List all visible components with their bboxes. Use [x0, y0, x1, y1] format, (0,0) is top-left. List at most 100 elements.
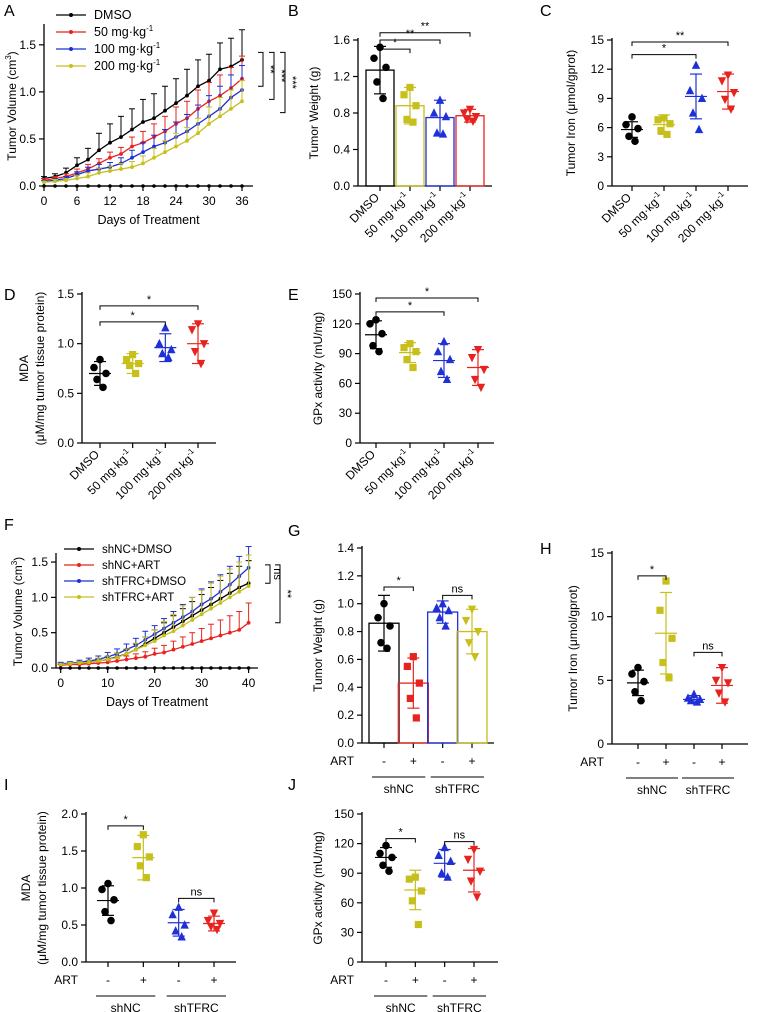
data-point [119, 152, 123, 156]
data-point [625, 132, 633, 141]
treatment-sign: - [636, 755, 640, 769]
data-point [714, 689, 724, 698]
legend-label-text: DMSO [94, 8, 132, 22]
data-point [382, 63, 390, 72]
data-point [468, 117, 478, 127]
data-point [463, 855, 473, 865]
y-tick-label: 90 [341, 866, 355, 880]
data-point [155, 338, 164, 348]
data-point [93, 375, 101, 384]
data-point [185, 93, 189, 98]
treatment-sign: - [382, 754, 386, 768]
significance-bracket [280, 51, 286, 114]
group-label: shNC [111, 1001, 141, 1012]
data-point [438, 598, 447, 608]
data-point [445, 354, 455, 364]
panel-letter-G: G [288, 523, 300, 540]
baseline-point [87, 666, 91, 670]
group-label: shTFRC [435, 782, 480, 796]
baseline-point [53, 184, 57, 188]
data-point [694, 124, 704, 134]
data-point [174, 101, 178, 106]
x-tick-label-superscript: -1 [464, 446, 476, 458]
data-point [435, 612, 444, 622]
data-point [218, 67, 222, 72]
data-point [171, 647, 176, 652]
panel-letter-D: D [4, 287, 16, 304]
data-point [207, 121, 211, 126]
data-point [415, 679, 423, 687]
data-point [622, 120, 630, 129]
data-point [663, 130, 671, 139]
legend-marker [69, 30, 73, 34]
treatment-row-label: ART [54, 973, 78, 987]
x-tick-label-superscript: -1 [426, 189, 438, 201]
treatment-sign: + [140, 973, 147, 987]
data-point [692, 697, 702, 706]
baseline-point [86, 184, 90, 188]
data-point [86, 169, 90, 173]
legend-label: shNC+ART [102, 560, 160, 572]
y-tick-label: 3 [597, 150, 604, 164]
data-point [403, 355, 411, 364]
treatment-sign: - [692, 755, 696, 769]
legend-marker [77, 547, 81, 551]
legend-label-text: shTFRC+ART [102, 592, 174, 604]
data-point [373, 78, 381, 86]
data-point [434, 850, 443, 860]
x-tick-label-superscript: -1 [456, 189, 468, 201]
y-axis-label: Tumor Iron (μmol/gprot) [566, 585, 580, 712]
data-point [403, 115, 411, 123]
legend-marker [69, 47, 73, 51]
y-tick-label: 0.0 [333, 179, 350, 193]
data-point [411, 873, 419, 881]
data-point [240, 99, 244, 104]
significance-bracket [269, 51, 275, 100]
data-point [414, 920, 422, 929]
y-tick-label: 150 [334, 807, 354, 821]
legend-marker [77, 579, 81, 583]
baseline-point [218, 184, 222, 188]
data-point [110, 896, 118, 904]
data-point [476, 383, 486, 393]
significance-label: ns [271, 568, 283, 580]
legend-label: shTFRC+ART [102, 592, 174, 604]
treatment-sign: + [468, 754, 475, 768]
data-point [666, 120, 674, 128]
data-point [136, 862, 144, 870]
y-tick-label: 2.0 [61, 807, 78, 821]
data-point [152, 116, 156, 121]
baseline-point [134, 666, 138, 670]
y-axis-label-units: (μM/mg tumor tissue protein) [33, 292, 47, 446]
data-point [711, 676, 721, 686]
baseline-point [119, 184, 123, 188]
y-axis-label: Tumor Iron (μmol/gprot) [564, 50, 578, 177]
data-point [171, 629, 176, 634]
significance-bracket [631, 41, 729, 46]
data-point [86, 174, 90, 179]
data-point [108, 140, 112, 145]
data-point [168, 909, 177, 919]
y-tick-label: 0.2 [337, 708, 354, 722]
data-point [218, 601, 223, 605]
x-tick-label: 40 [242, 676, 256, 690]
treatment-sign: + [210, 973, 217, 987]
data-point [163, 108, 167, 113]
data-point [96, 355, 104, 364]
significance-label: * [425, 286, 430, 298]
data-point [42, 180, 46, 185]
data-point [429, 108, 439, 117]
y-axis-label: GPx activity (mU/mg) [311, 831, 325, 944]
data-point [471, 113, 481, 122]
data-point [203, 916, 213, 926]
data-point [668, 634, 676, 642]
baseline-point [105, 666, 110, 670]
data-point [105, 657, 110, 662]
baseline-point [77, 666, 82, 670]
legend-label-text: shTFRC+DMSO [102, 576, 186, 588]
data-point [372, 316, 380, 324]
data-point [142, 874, 150, 882]
data-point [656, 606, 664, 614]
data-point [717, 77, 727, 86]
significance-label: ** [281, 590, 293, 599]
